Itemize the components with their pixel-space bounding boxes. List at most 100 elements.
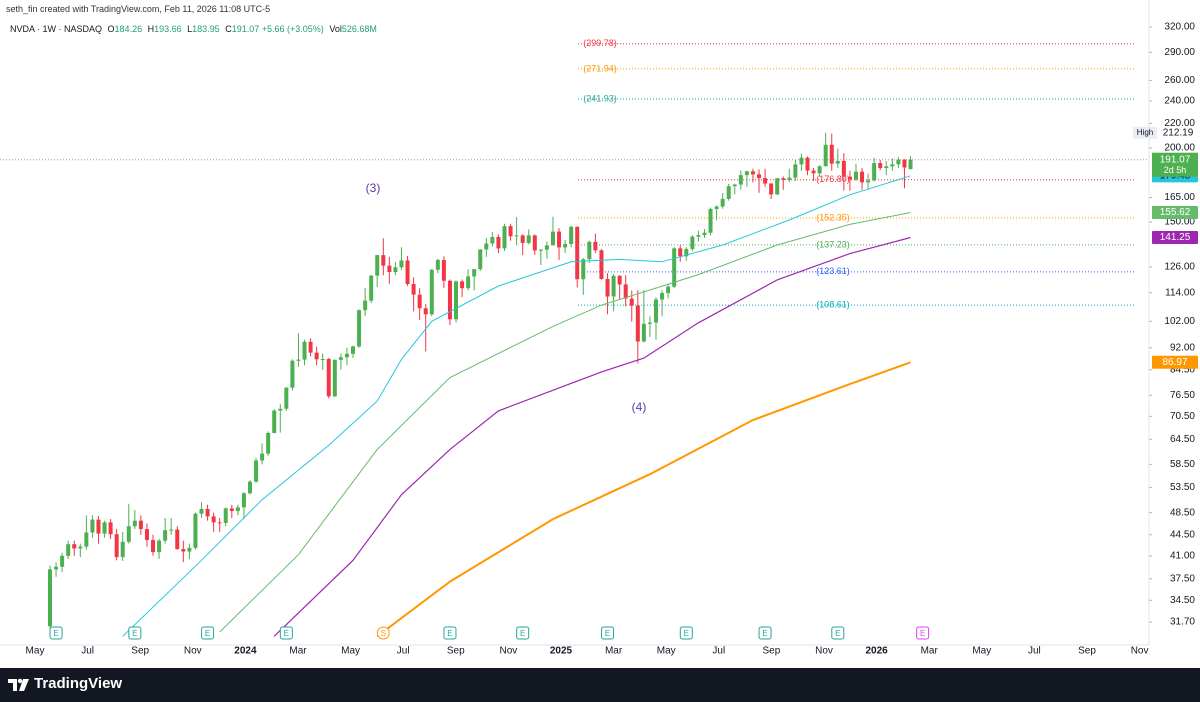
ma-price-tag-bg: [1152, 355, 1198, 369]
candle-body: [363, 300, 368, 311]
candle-body: [563, 244, 568, 248]
y-tick-label: 53.50: [1170, 482, 1195, 493]
ma-price-tag: 86.97: [1162, 357, 1187, 368]
candle-body: [320, 358, 325, 360]
candle-body: [672, 248, 677, 287]
event-label: E: [284, 629, 289, 638]
candle-body: [575, 226, 580, 280]
candle-body: [878, 163, 883, 169]
candle-body: [623, 284, 628, 299]
candle-body: [605, 279, 610, 297]
candle-body: [84, 532, 89, 547]
candle-body: [290, 360, 295, 388]
y-tick-label: 102.00: [1164, 316, 1195, 327]
candle-body: [738, 175, 743, 185]
level-label: (241.93): [583, 93, 617, 103]
y-tick-label: 92.00: [1170, 342, 1195, 353]
y-tick-label: 48.50: [1170, 507, 1195, 518]
level-label: (108.61): [816, 299, 850, 309]
candle-body: [393, 267, 398, 273]
candle-body: [805, 157, 810, 171]
candle-body: [781, 178, 786, 180]
legend-value: 183.95: [192, 24, 220, 34]
event-label: E: [132, 629, 137, 638]
y-tick-label: 58.50: [1170, 459, 1195, 470]
event-marker: [49, 626, 63, 640]
candle-body: [108, 522, 113, 535]
candle-body: [726, 186, 731, 199]
candle-body: [866, 180, 871, 183]
high-value: 212.19: [1163, 127, 1194, 138]
x-tick-label: Nov: [1131, 646, 1149, 657]
candle-body: [908, 159, 913, 170]
candle-body: [708, 208, 713, 233]
candle-body: [241, 493, 246, 508]
footer: TradingView: [0, 668, 1200, 702]
candle-body: [344, 353, 349, 358]
event-marker: [831, 626, 845, 640]
change: +5.66 (+3.05%): [261, 24, 324, 34]
event-marker: [758, 626, 772, 640]
header: seth_fin created with TradingView.com, F…: [6, 4, 270, 14]
candle-body: [411, 283, 416, 295]
candle-body: [835, 160, 840, 164]
candle-body: [284, 387, 289, 409]
candle-body: [429, 269, 434, 315]
y-tick-label: 290.00: [1164, 47, 1195, 58]
y-tick-label: 41.00: [1170, 551, 1195, 562]
event-label: E: [605, 629, 610, 638]
y-tick-label: 44.50: [1170, 529, 1195, 540]
y-tick-label: 200.00: [1164, 143, 1195, 154]
x-tick-label: May: [341, 646, 360, 657]
candle-body: [417, 294, 422, 309]
candle-body: [841, 160, 846, 177]
chart: 320.00 290.00 260.00 240.00 220.00 200.00 165.…: [0, 0, 1198, 657]
x-tick-label: Sep: [1078, 646, 1096, 657]
candle-body: [478, 249, 483, 270]
candle-body: [229, 508, 234, 512]
candle-body: [641, 323, 646, 342]
candle-body: [423, 308, 428, 315]
candle-body: [72, 544, 77, 549]
candle-body: [193, 513, 198, 548]
candle-body: [872, 163, 877, 181]
candle-body: [375, 255, 380, 276]
level-label: (137.23): [816, 239, 850, 249]
candle-body: [272, 410, 277, 433]
candle-body: [54, 566, 59, 570]
x-tick-label: Mar: [605, 646, 623, 657]
candle-body: [538, 249, 543, 251]
x-tick-label: 2025: [550, 646, 573, 657]
ma-price-tag: 141.25: [1160, 232, 1191, 243]
high-label-bg: [1133, 126, 1157, 139]
event-label: E: [835, 629, 840, 638]
volume-value: 526.68M: [341, 24, 377, 34]
event-marker: [679, 626, 693, 640]
candle-body: [526, 235, 531, 243]
candle-body: [581, 259, 586, 280]
brand: TradingView: [34, 675, 123, 692]
candle-body: [490, 237, 495, 244]
candle-body: [181, 549, 186, 552]
candle-body: [338, 357, 343, 360]
candle-body: [454, 281, 459, 320]
event-marker: [601, 626, 615, 640]
candle-body: [702, 232, 707, 236]
candle-body: [217, 522, 222, 524]
candle-body: [205, 508, 210, 517]
candle-body: [405, 260, 410, 284]
y-tick-label: 150.00: [1164, 217, 1195, 228]
x-tick-label: Mar: [921, 646, 939, 657]
candle-body: [508, 226, 513, 237]
candle-body: [884, 166, 889, 169]
candle-body: [381, 255, 386, 266]
candle-body: [102, 522, 107, 534]
candle-body: [157, 540, 162, 553]
candle-body: [387, 265, 392, 273]
candle-body: [757, 174, 762, 179]
candle-body: [114, 534, 119, 558]
candle-body: [544, 245, 549, 250]
candle-body: [811, 170, 816, 174]
x-tick-label: May: [972, 646, 991, 657]
candle-body: [66, 544, 71, 556]
